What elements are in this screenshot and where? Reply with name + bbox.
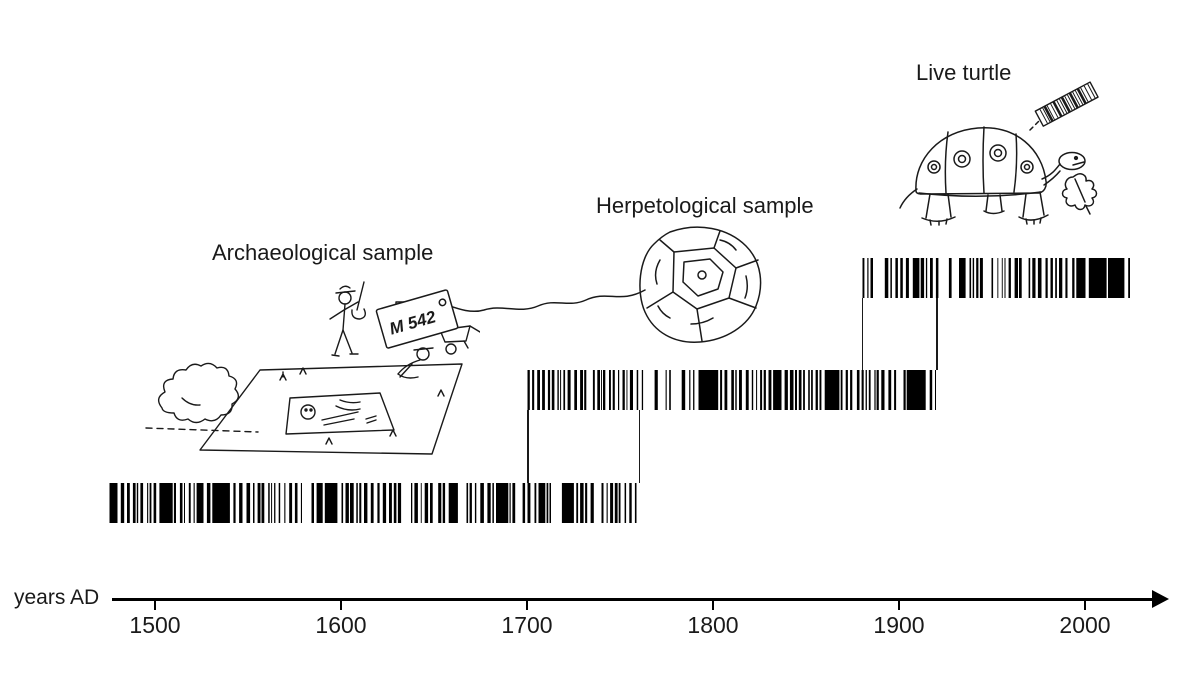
label-archaeological-sample: Archaeological sample — [212, 240, 434, 265]
axis-tick — [526, 598, 528, 610]
barcode-bar-archaeological — [109, 483, 639, 523]
axis-tick — [154, 598, 156, 610]
wheelbarrow-icon — [439, 325, 480, 355]
barcode-pattern — [109, 483, 636, 523]
overlap-connector-line — [861, 298, 864, 370]
holly-leaf-icon — [1061, 173, 1098, 215]
axis-tick-label: 1500 — [129, 612, 181, 638]
axis-tick-label: 1900 — [873, 612, 925, 638]
axis-tick-label: 1700 — [501, 612, 553, 638]
barcode-pattern — [862, 258, 1130, 298]
shell-sample-strip — [1034, 81, 1099, 127]
axis-tick-label: 1600 — [315, 612, 367, 638]
overlap-connector-line — [936, 298, 938, 370]
tag-string — [443, 289, 646, 313]
kneeling-archaeologist-icon — [397, 347, 434, 379]
overlap-connector-line — [527, 410, 529, 483]
timeline-axis — [112, 598, 1154, 601]
museum-shell-illustration: M 542 — [375, 226, 762, 349]
axis-tick — [340, 598, 342, 610]
barcode-bar-herpetological — [527, 370, 936, 410]
axis-tick — [1084, 598, 1086, 610]
axis-tick-label: 2000 — [1059, 612, 1111, 638]
grass-tufts — [279, 367, 445, 445]
standing-archaeologist-icon — [329, 281, 367, 357]
museum-tag: M 542 — [375, 289, 459, 349]
label-herpetological-sample: Herpetological sample — [596, 193, 814, 218]
excavation-sheet — [199, 363, 463, 455]
excavation-pit — [285, 392, 395, 435]
carapace-outline — [639, 226, 762, 343]
barcode-bar-live-turtle — [862, 258, 1132, 298]
turtle-legs — [921, 191, 1049, 226]
turtle-tail — [899, 188, 918, 209]
skeleton-bones-icon — [300, 399, 377, 426]
sample-connector-dash — [1029, 119, 1041, 131]
ground-dashed-line — [145, 427, 259, 433]
live-turtle-illustration — [899, 81, 1099, 226]
archaeological-dig-illustration — [145, 281, 480, 455]
barcode-pattern — [527, 370, 936, 410]
turtle-head — [1041, 151, 1086, 186]
growth-rings — [927, 144, 1034, 174]
bush-icon — [157, 362, 240, 424]
overlap-connector-line — [638, 410, 641, 483]
axis-label-years-ad: years AD — [14, 586, 100, 609]
label-live-turtle: Live turtle — [916, 60, 1012, 85]
axis-tick — [712, 598, 714, 610]
turtle-shell — [915, 127, 1047, 195]
timeline-axis-arrowhead — [1152, 590, 1169, 608]
axis-tick-label: 1800 — [687, 612, 739, 638]
axis-tick — [898, 598, 900, 610]
